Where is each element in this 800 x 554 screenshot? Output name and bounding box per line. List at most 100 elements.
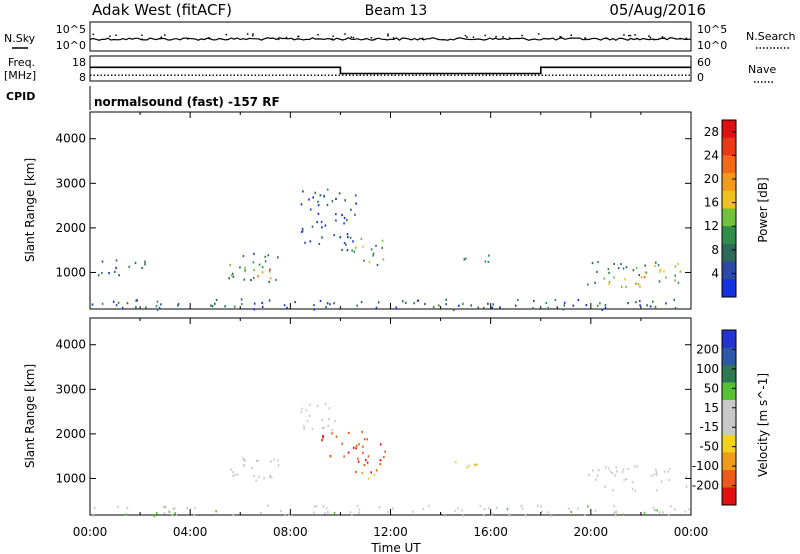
velocity-cell-2 — [348, 431, 350, 435]
power-cell-4 — [376, 263, 379, 267]
velocity-cell-0 — [242, 459, 245, 462]
velocity-cell-6 — [660, 480, 663, 483]
velocity-cell-0 — [230, 468, 232, 471]
power-cell-6 — [608, 280, 611, 284]
power-cell-0 — [141, 266, 143, 270]
velocity-cell-5 — [455, 461, 457, 464]
velocity-data — [92, 402, 690, 518]
power-cell-8 — [470, 304, 472, 307]
power-colorbar-tick-label: 24 — [704, 148, 719, 162]
nsearch-point — [141, 38, 143, 40]
power-cell-8 — [241, 303, 243, 306]
power-cell-8 — [395, 306, 397, 309]
velocity-cell-7 — [550, 514, 553, 518]
velocity-cell-2 — [358, 443, 360, 446]
power-cell-8 — [215, 298, 218, 302]
velocity-cell-6 — [588, 473, 590, 476]
velocity-cell-7 — [643, 511, 646, 514]
power-cell-8 — [313, 304, 315, 307]
power-cell-1 — [264, 260, 267, 263]
power-cell-1 — [242, 255, 245, 258]
power-cell-6 — [638, 274, 640, 277]
velocity-cell-6 — [631, 487, 634, 491]
power-ytick-label: 3000 — [55, 176, 86, 190]
velocity-cell-0 — [273, 458, 275, 461]
power-cell-6 — [635, 266, 638, 270]
velocity-cell-6 — [685, 475, 688, 478]
velocity-cell-7 — [427, 504, 430, 507]
nsearch-point — [685, 37, 688, 40]
power-cell-3 — [321, 236, 323, 239]
power-cell-8 — [563, 304, 566, 307]
nsearch-point — [653, 38, 655, 41]
time-axis-label: Time UT — [370, 541, 421, 554]
power-cell-8 — [639, 300, 641, 303]
freq-trace — [90, 66, 691, 76]
nsearch-point — [208, 37, 210, 39]
nsearch-point — [246, 33, 249, 35]
power-cell-3 — [309, 240, 312, 243]
power-cell-8 — [438, 304, 440, 307]
power-cell-3 — [317, 204, 320, 207]
nsearch-point — [484, 34, 486, 37]
velocity-cell-7 — [153, 515, 156, 518]
power-cell-8 — [585, 304, 588, 307]
power-colorbar-swatch — [722, 279, 736, 298]
power-cell-5 — [487, 260, 490, 263]
velocity-cell-7 — [508, 514, 511, 517]
velocity-colorbar-tick-label: -50 — [699, 440, 719, 454]
power-cell-4 — [381, 239, 384, 242]
nsearch-point — [115, 34, 117, 36]
power-cell-8 — [577, 299, 580, 302]
power-cell-3 — [301, 230, 304, 233]
power-cell-8 — [445, 303, 447, 306]
power-cell-8 — [452, 308, 455, 312]
velocity-cell-6 — [615, 466, 617, 469]
power-cell-3 — [324, 224, 327, 227]
velocity-cell-0 — [243, 464, 245, 467]
velocity-cell-2 — [343, 455, 345, 458]
power-cell-6 — [617, 267, 620, 270]
power-cell-3 — [346, 219, 348, 222]
date-title: 05/Aug/2016 — [609, 1, 706, 19]
velocity-cell-7 — [124, 513, 127, 516]
velocity-cell-7 — [327, 511, 329, 514]
power-cell-0 — [114, 270, 116, 273]
power-cell-3 — [321, 226, 323, 229]
velocity-cell-7 — [349, 511, 352, 514]
power-cell-8 — [601, 308, 603, 311]
power-colorbar-tick-label: 28 — [704, 125, 719, 139]
velocity-cell-7 — [215, 510, 217, 513]
power-colorbar-frame — [721, 119, 737, 298]
velocity-cell-7 — [483, 508, 486, 511]
power-cell-6 — [644, 264, 646, 267]
power-cell-8 — [445, 298, 448, 301]
power-cell-7 — [640, 276, 643, 279]
nsearch-point — [370, 37, 373, 39]
power-cell-6 — [607, 268, 610, 271]
power-cell-8 — [135, 306, 137, 309]
velocity-cell-0 — [232, 474, 234, 477]
power-colorbar-label: Power [dB] — [756, 177, 770, 242]
power-cell-3 — [347, 236, 349, 239]
velocity-cell-2 — [352, 446, 355, 449]
velocity-cell-6 — [591, 469, 594, 472]
power-cell-3 — [300, 230, 303, 234]
power-cell-3 — [331, 200, 334, 203]
power-cell-8 — [665, 302, 667, 305]
power-cell-8 — [329, 303, 331, 306]
power-cell-3 — [304, 241, 306, 244]
power-cell-0 — [134, 261, 137, 264]
velocity-colorbar-swatch — [722, 435, 736, 453]
nsearch-point — [629, 34, 632, 37]
velocity-cell-6 — [653, 473, 656, 476]
velocity-cell-7 — [684, 510, 687, 513]
nsearch-point — [464, 34, 467, 37]
xtick-label: 00:00 — [73, 525, 108, 539]
power-cell-8 — [673, 298, 675, 301]
velocity-cell-7 — [491, 512, 494, 515]
nsearch-point — [570, 34, 572, 36]
power-cell-0 — [97, 274, 100, 277]
velocity-colorbar-tick-label: -100 — [692, 459, 719, 473]
